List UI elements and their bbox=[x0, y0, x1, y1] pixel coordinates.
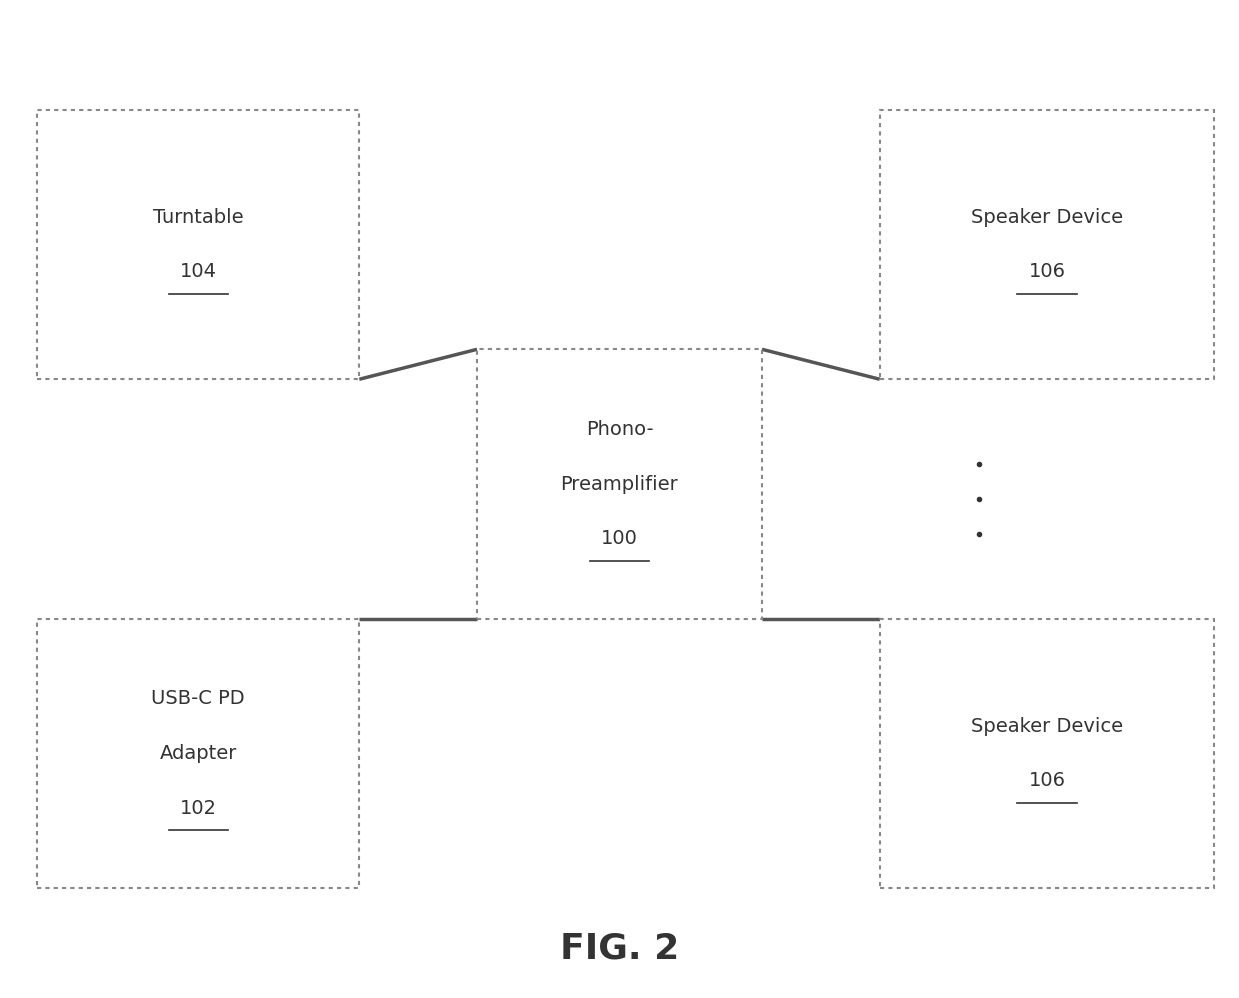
Text: Speaker Device: Speaker Device bbox=[971, 208, 1123, 227]
Bar bbox=[37, 110, 359, 379]
Text: Speaker Device: Speaker Device bbox=[971, 717, 1123, 736]
Bar bbox=[880, 110, 1214, 379]
Bar bbox=[477, 349, 762, 619]
Text: USB-C PD: USB-C PD bbox=[151, 689, 245, 709]
Text: 100: 100 bbox=[601, 529, 638, 549]
Text: Preamplifier: Preamplifier bbox=[560, 474, 679, 494]
Bar bbox=[880, 619, 1214, 888]
Text: 104: 104 bbox=[180, 262, 217, 281]
Text: 106: 106 bbox=[1028, 771, 1066, 790]
Text: 106: 106 bbox=[1028, 262, 1066, 281]
Text: FIG. 2: FIG. 2 bbox=[560, 931, 679, 965]
Text: Adapter: Adapter bbox=[160, 744, 237, 763]
Text: Turntable: Turntable bbox=[152, 208, 244, 227]
Bar bbox=[37, 619, 359, 888]
Text: Phono-: Phono- bbox=[586, 419, 653, 439]
Text: 102: 102 bbox=[180, 798, 217, 818]
